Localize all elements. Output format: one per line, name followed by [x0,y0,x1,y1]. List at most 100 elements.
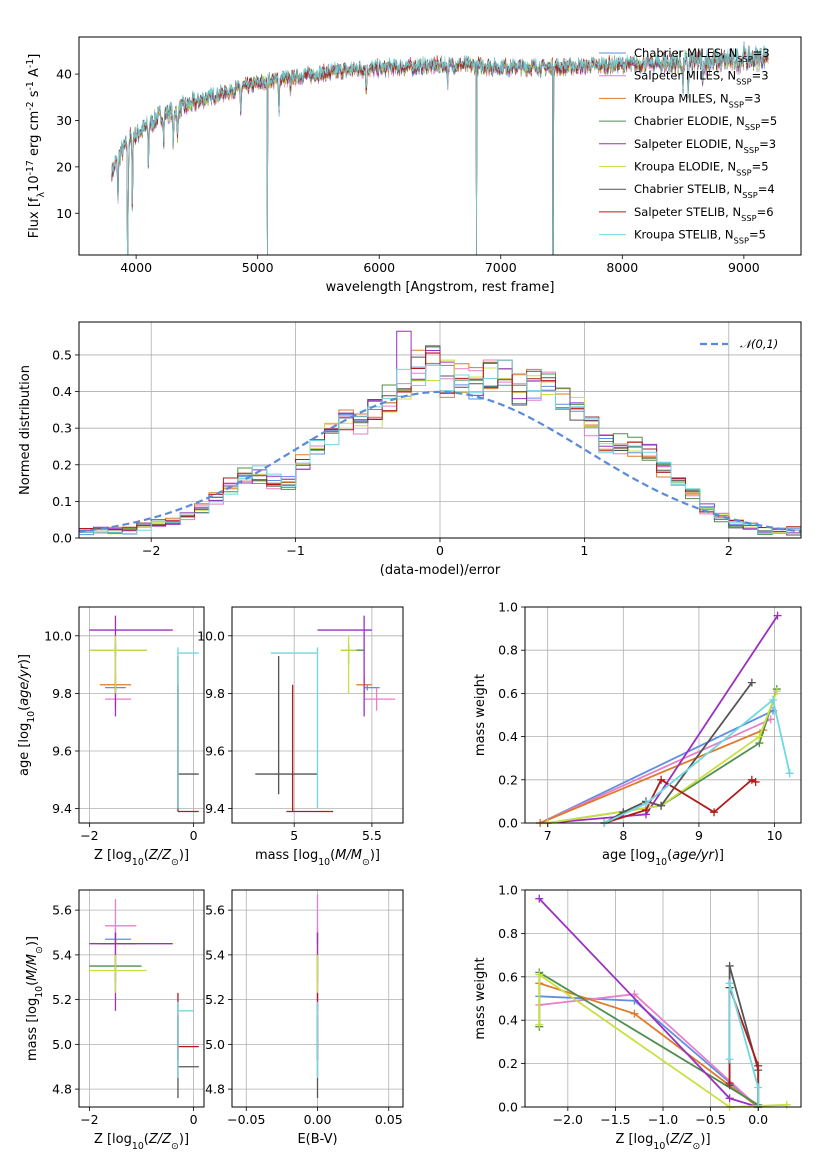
tick-labels: −2 0 4.8 5.0 5.2 5.4 5.6 [52,903,197,1127]
x-tick-label: 5000 [242,260,274,275]
weight-marker [747,678,756,687]
tick-labels: −2.0 −1.5 −1.0 −0.5 0.0 0.0 0.2 0.4 0.6 0.8 1.0 [498,883,768,1128]
weight-marker [725,1094,734,1103]
weight-marker [772,687,781,696]
errorbar-point-6 [177,1015,199,1099]
x-tick-label: −1.0 [648,1112,678,1127]
y-tick-label: 0.6 [498,686,518,701]
weight-line-2 [539,729,764,824]
weight-line-4 [547,615,779,824]
weight-marker [751,777,760,786]
x-tick-label: 9000 [728,260,760,275]
y-tick-label: 5.2 [52,992,72,1007]
histogram-series-8 [79,359,801,538]
axes-frame [78,889,205,1108]
legend-entry: Kroupa MILES, NSSP=3 [634,91,761,109]
axes-frame [78,36,802,256]
errorbar-point-6 [177,655,199,809]
y-tick-label: 20 [56,159,72,174]
x-axis-label: Z [log10(Z/Z⊙)] [94,848,189,868]
y-tick-label: 0.2 [498,772,518,787]
x-tick-label: 4000 [120,260,152,275]
y-tick-label: 0.2 [52,457,72,472]
legend-entry: Kroupa ELODIE, NSSP=5 [634,160,769,178]
tick-labels: −0.05 0.00 0.05 4.8 5.0 5.2 5.4 5.6 [205,903,403,1127]
weight-marker [657,801,666,810]
weight-marker [769,695,778,704]
y-tick-label: 9.4 [205,801,225,816]
y-tick-label: 40 [56,67,72,82]
y-tick-label: 0.0 [498,1100,518,1115]
x-tick-label: 0.00 [304,1112,332,1127]
legend-normal: 𝒩(0,1) [700,337,778,351]
tick-labels: 4000 5000 6000 7000 8000 9000 10 20 30 40 [56,67,760,275]
weight-line-1 [539,718,772,824]
y-tick-label: 9.6 [52,744,72,759]
x-tick-label: 1 [580,543,588,558]
x-axis-label: age [log10(age/yr)] [602,848,724,868]
x-axis-label: Z [log10(Z/Z⊙)] [94,1132,189,1152]
tick-labels: −2 −1 0 1 2 0.0 0.1 0.2 0.3 0.4 0.5 [52,347,733,558]
errorbar-point-4 [89,932,173,1011]
weight-marker [641,799,650,808]
errorbar-point-4 [317,615,372,717]
x-tick-label: 7 [544,828,552,843]
weight-marker [710,808,719,817]
y-tick-label: 9.4 [52,801,72,816]
errorbar-point-1 [105,898,137,944]
axes-spectrum: 4000 5000 6000 7000 8000 9000 10 20 30 40 waveleng… [25,36,802,295]
tick-labels: −2 0 9.4 9.6 9.8 10.0 [44,628,197,843]
y-tick-label: 0.4 [52,384,72,399]
x-axis-label: (data-model)/error [380,563,501,578]
weight-marker [535,970,544,979]
weight-line-8 [728,983,760,1107]
y-axis-label: age [log10(age/yr)] [17,654,37,776]
weight-marker [657,775,666,784]
plot-area [79,330,801,538]
legend-entry: Salpeter STELIB, NSSP=6 [634,205,774,223]
errorbar-point-7 [177,684,199,813]
errorbar-point-5 [340,635,357,694]
tick-labels: 7 8 9 10 0.0 0.2 0.4 0.6 0.8 1.0 [498,600,782,844]
legend-entry: 𝒩(0,1) [740,337,778,351]
y-tick-label: 5.6 [205,903,225,918]
weight-line-6 [603,682,753,824]
y-axis-label: mass weight [473,957,488,1039]
x-tick-label: 2 [725,543,733,558]
x-tick-label: −0.05 [227,1112,265,1127]
y-tick-label: 1.0 [498,600,518,615]
x-axis-label: wavelength [Angstrom, rest frame] [326,280,555,295]
legend-entry: Chabrier MILES, NSSP=3 [634,46,770,64]
legend-entry: Salpeter ELODIE, NSSP=3 [634,137,776,155]
y-axis-label: Flux [fλ10-17 erg cm-2 s-1 A-1] [25,54,47,239]
legend-entry: Chabrier ELODIE, NSSP=5 [634,114,777,132]
weight-line-3 [538,970,759,1106]
y-tick-label: 0.5 [52,347,72,362]
y-tick-label: 10.0 [44,628,72,643]
errorbar-point-7 [286,684,334,813]
legend-entry: Salpeter MILES, NSSP=3 [634,69,769,87]
x-tick-label: −0.5 [695,1112,725,1127]
y-tick-label: 0.8 [498,643,518,658]
y-axis-label: mass [log10(M/M⊙)] [25,936,45,1061]
y-tick-label: 4.8 [205,1082,225,1097]
axes-residuals: −2 −1 0 1 2 0.0 0.1 0.2 0.3 0.4 0.5 (data-model)/er… [18,321,802,578]
y-tick-label: 10.0 [197,628,225,643]
legend: Chabrier MILES, NSSP=3 Salpeter MILES, NS… [599,46,777,246]
errorbar-point-4 [89,615,173,717]
errorbar-point-7 [177,992,199,1061]
y-tick-label: 0.0 [498,816,518,831]
errorbar-point-5 [89,635,147,694]
errorbar-point-8 [177,1001,194,1078]
x-tick-label: −2 [80,828,98,843]
errorbar-point-0 [105,928,132,944]
y-tick-label: 5.2 [205,992,225,1007]
plot-area [255,615,396,813]
weight-marker [535,1020,544,1029]
errorbar-point-8 [270,647,319,809]
x-tick-label: 0 [190,1112,198,1127]
axes-frame [78,606,205,824]
x-tick-label: 5 [290,828,298,843]
y-tick-label: 5.0 [52,1037,72,1052]
